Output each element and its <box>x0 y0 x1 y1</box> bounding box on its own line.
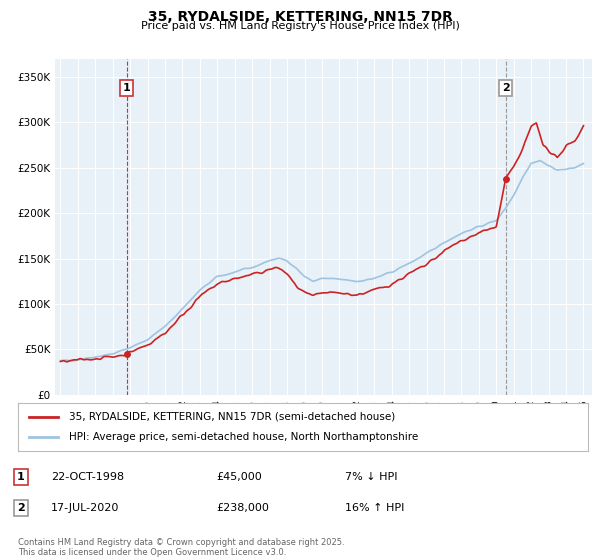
Text: 2: 2 <box>502 83 509 93</box>
Text: £45,000: £45,000 <box>216 472 262 482</box>
Text: Contains HM Land Registry data © Crown copyright and database right 2025.
This d: Contains HM Land Registry data © Crown c… <box>18 538 344 557</box>
Text: 22-OCT-1998: 22-OCT-1998 <box>51 472 124 482</box>
Text: 35, RYDALSIDE, KETTERING, NN15 7DR: 35, RYDALSIDE, KETTERING, NN15 7DR <box>148 10 452 24</box>
Text: £238,000: £238,000 <box>216 503 269 513</box>
Text: 17-JUL-2020: 17-JUL-2020 <box>51 503 119 513</box>
Text: 2: 2 <box>17 503 25 513</box>
Text: 35, RYDALSIDE, KETTERING, NN15 7DR (semi-detached house): 35, RYDALSIDE, KETTERING, NN15 7DR (semi… <box>70 412 395 422</box>
Text: 7% ↓ HPI: 7% ↓ HPI <box>345 472 398 482</box>
Text: 1: 1 <box>123 83 131 93</box>
Text: Price paid vs. HM Land Registry's House Price Index (HPI): Price paid vs. HM Land Registry's House … <box>140 21 460 31</box>
Text: 1: 1 <box>17 472 25 482</box>
Text: 16% ↑ HPI: 16% ↑ HPI <box>345 503 404 513</box>
Text: HPI: Average price, semi-detached house, North Northamptonshire: HPI: Average price, semi-detached house,… <box>70 432 419 442</box>
